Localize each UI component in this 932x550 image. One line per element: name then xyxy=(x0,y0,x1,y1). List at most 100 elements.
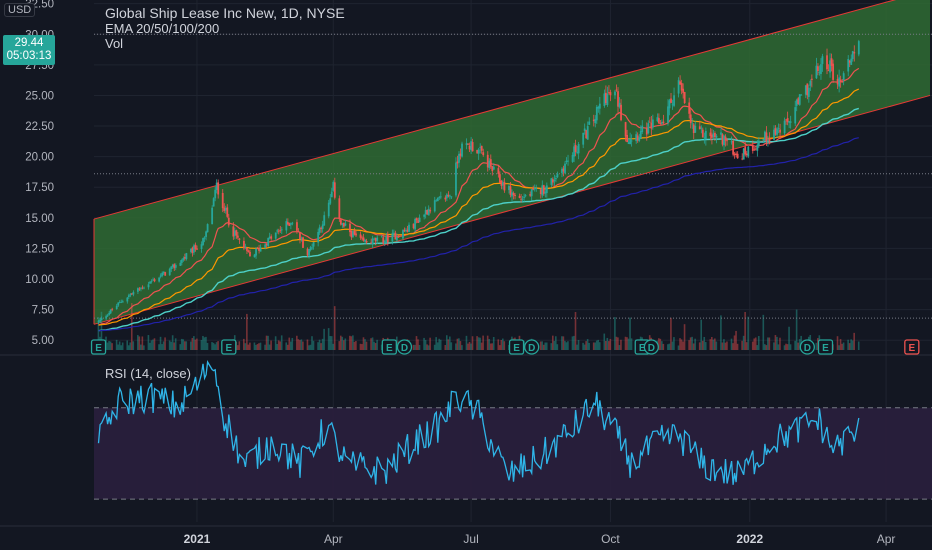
candle-body xyxy=(492,166,495,170)
volume-bar xyxy=(689,337,692,350)
volume-bar xyxy=(350,336,353,350)
volume-bar xyxy=(555,336,557,350)
candle-body xyxy=(715,135,718,138)
volume-bar xyxy=(143,345,145,350)
volume-legend[interactable]: Vol xyxy=(105,36,124,51)
candle-body xyxy=(694,125,697,133)
volume-bar xyxy=(795,309,798,350)
dividend-marker[interactable]: D xyxy=(396,339,413,355)
candle-body xyxy=(109,309,112,314)
volume-bar xyxy=(332,343,334,350)
volume-bar xyxy=(614,317,616,350)
last-price-tag: 29.44 05:03:13 xyxy=(3,35,55,65)
candle-body xyxy=(286,222,289,225)
volume-bar xyxy=(444,345,447,350)
earnings-marker[interactable]: E xyxy=(90,339,107,355)
candle-body xyxy=(577,144,580,154)
candle-body xyxy=(777,128,780,129)
candle-body xyxy=(338,198,341,220)
currency-badge[interactable]: USD xyxy=(4,3,36,17)
marker-shape xyxy=(799,339,815,355)
volume-bar xyxy=(471,336,474,350)
candle-body xyxy=(659,122,662,125)
marker-label: D xyxy=(401,343,408,354)
earnings-marker[interactable]: E xyxy=(904,339,920,355)
earnings-marker[interactable]: E xyxy=(508,339,525,355)
dividend-marker[interactable]: D xyxy=(524,339,540,355)
candle-body xyxy=(647,123,650,134)
candle-body xyxy=(830,58,833,66)
candle-body xyxy=(149,281,151,284)
earnings-marker[interactable]: E xyxy=(381,339,397,355)
candle-body xyxy=(489,159,492,167)
volume-bar xyxy=(191,337,194,350)
candle-body xyxy=(270,236,273,239)
volume-bar xyxy=(677,345,680,350)
candle-body xyxy=(573,146,575,157)
volume-bar xyxy=(500,339,503,350)
volume-bar xyxy=(246,313,248,350)
dividend-marker[interactable]: D xyxy=(643,339,659,355)
symbol-title[interactable]: Global Ship Lease Inc New, 1D, NYSE xyxy=(105,5,345,21)
candle-body xyxy=(115,305,118,310)
candle-body xyxy=(402,230,404,239)
candle-body xyxy=(730,141,733,143)
dividend-marker[interactable]: D xyxy=(799,339,815,355)
candle-body xyxy=(359,234,362,238)
candle-body xyxy=(698,126,701,130)
candle-body xyxy=(349,223,351,233)
marker-shape xyxy=(643,339,659,355)
earnings-marker[interactable]: E xyxy=(817,339,834,355)
volume-bar xyxy=(117,344,119,350)
volume-bar xyxy=(268,344,271,350)
time-tick-label: Oct xyxy=(601,532,620,546)
candle-body xyxy=(309,247,312,251)
rsi-legend[interactable]: RSI (14, close) xyxy=(105,366,191,381)
candle-body xyxy=(817,66,819,72)
candle-body xyxy=(529,194,532,196)
candle-body xyxy=(276,230,279,232)
volume-bar xyxy=(320,343,322,350)
volume-bar xyxy=(562,336,565,350)
marker-shape xyxy=(221,339,237,355)
candle-body xyxy=(362,237,365,241)
candle-body xyxy=(827,70,830,72)
ema-legend[interactable]: EMA 20/50/100/200 xyxy=(105,21,220,36)
volume-bar xyxy=(129,342,132,350)
volume-bar xyxy=(698,342,701,350)
volume-bar xyxy=(544,342,547,350)
candle-body xyxy=(786,118,789,122)
candle-body xyxy=(841,81,844,83)
volume-bar xyxy=(726,341,728,350)
volume-bar xyxy=(851,340,854,350)
volume-bar xyxy=(138,336,141,350)
ema-100-line xyxy=(98,107,860,332)
candle-body xyxy=(723,135,725,146)
earnings-marker[interactable]: E xyxy=(221,339,237,355)
marker-label: D xyxy=(648,343,655,354)
candle-body xyxy=(509,186,512,195)
volume-bar xyxy=(215,342,218,350)
volume-bars xyxy=(97,303,860,350)
volume-bar xyxy=(318,339,321,350)
candle-body xyxy=(259,247,262,252)
candle-body xyxy=(539,189,542,194)
volume-bar xyxy=(365,341,368,350)
volume-bar xyxy=(848,343,851,350)
candle-body xyxy=(182,258,185,261)
candle-body xyxy=(815,65,818,79)
candle-body xyxy=(323,215,326,226)
candle-body xyxy=(265,243,268,246)
volume-bar xyxy=(330,336,333,350)
candle-body xyxy=(512,193,515,196)
candle-body xyxy=(468,145,471,150)
volume-bar xyxy=(312,340,315,350)
candle-body xyxy=(688,102,691,114)
volume-bar xyxy=(618,345,621,350)
price-tick-label: 25.00 xyxy=(25,90,54,102)
candle-body xyxy=(444,197,447,200)
volume-bar xyxy=(545,342,548,350)
